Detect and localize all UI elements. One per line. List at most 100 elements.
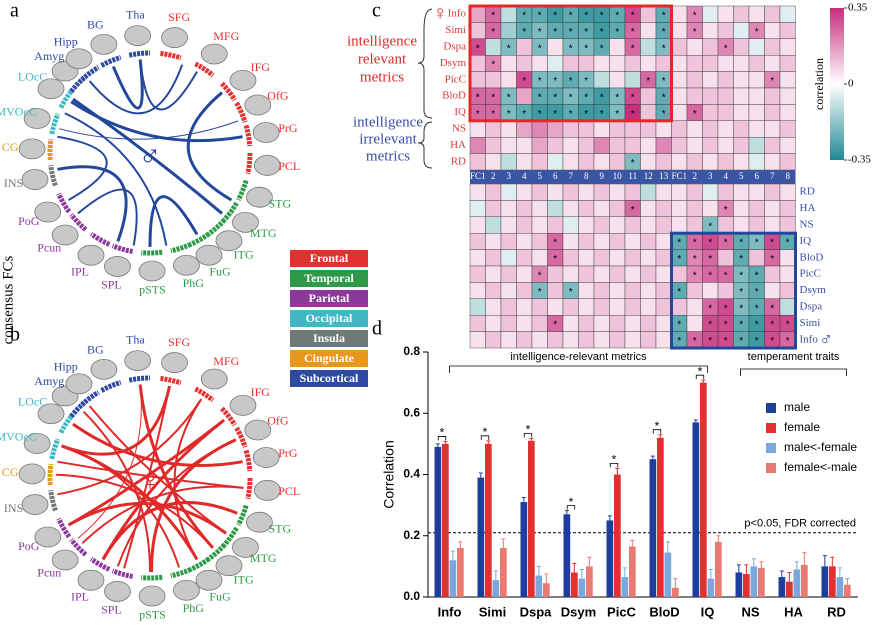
legend-swatch: [766, 403, 776, 413]
brain-thumbnail: [104, 581, 131, 602]
brain-thumbnail: [37, 78, 65, 100]
heatmap-cell: [640, 331, 657, 349]
heatmap-cell: [655, 200, 672, 217]
row-label: HA: [450, 139, 466, 151]
brain-thumbnail: [215, 555, 243, 577]
heatmap-cell: [702, 120, 719, 138]
significance-star: *: [538, 27, 542, 38]
heatmap-cell: [593, 200, 610, 217]
heatmap-cell: [671, 104, 688, 122]
heatmap-cell: [624, 55, 641, 72]
bar: [442, 443, 449, 597]
significance-star: *: [677, 320, 681, 331]
heatmap-cell: [779, 216, 796, 234]
heatmap-cell: [469, 183, 486, 201]
brain-thumbnail: [232, 536, 259, 558]
brain-thumbnail: [21, 494, 49, 515]
significance-star: *: [483, 425, 488, 439]
row-label: RD: [451, 155, 466, 167]
brain-thumbnail: [253, 479, 281, 501]
region-arc: [56, 517, 72, 539]
heatmap-cell: [733, 216, 750, 234]
error-bar: [673, 578, 678, 588]
heatmap-cell: [547, 216, 564, 234]
significance-star: *: [739, 336, 743, 347]
heatmap-cell: [593, 249, 610, 267]
heatmap-cell: [531, 153, 548, 171]
heatmap-cell: [686, 136, 703, 154]
significance-star: *: [677, 254, 681, 265]
heatmap-cell: [779, 22, 796, 39]
lobe-label: Cingulate: [304, 351, 355, 365]
heatmap-cell: [516, 183, 533, 201]
heatmap-cell: [469, 232, 486, 250]
significance-star: *: [662, 10, 666, 21]
heatmap-cell: [500, 331, 517, 349]
column-label: 3: [708, 171, 713, 181]
heatmap-cell: [469, 136, 486, 154]
heatmap-cell: [655, 183, 672, 201]
error-bar: [794, 561, 799, 570]
heatmap-cell: [671, 55, 688, 72]
error-bar: [564, 510, 569, 515]
column-label: 11: [628, 171, 637, 181]
significance-star: *: [786, 336, 790, 347]
heatmap-cell: [516, 315, 533, 332]
heatmap-cell: [562, 249, 579, 267]
region-arc: [80, 65, 100, 82]
heatmap-cell: [531, 298, 548, 316]
region-label: Pcun: [37, 566, 61, 580]
row-label: BloD: [800, 251, 824, 263]
significance-star: *: [507, 43, 511, 54]
region-arc: [48, 489, 58, 512]
significance-star: *: [662, 43, 666, 54]
heatmap-cell: [640, 183, 657, 201]
heatmap-cell: [702, 5, 719, 23]
column-label: FC1: [671, 171, 687, 181]
heatmap-cell: [640, 38, 657, 56]
significance-star: *: [600, 92, 604, 103]
region-arc: [170, 567, 192, 579]
bar: [520, 502, 528, 597]
heatmap-cell: [655, 249, 672, 267]
heatmap-cell: [779, 87, 796, 105]
lobe-swatch: [290, 370, 368, 387]
bar: [836, 577, 844, 597]
heatmap-cell: [578, 120, 595, 138]
column-label: 4: [724, 171, 729, 181]
region-arc: [207, 218, 227, 236]
heatmap-cell: [547, 38, 564, 56]
heatmap-cell: [686, 71, 703, 89]
row-label: PicC: [445, 73, 466, 85]
heatmap-cell: [733, 22, 750, 39]
y-tick-label: 0.6: [403, 405, 420, 419]
heatmap-cell: [578, 282, 595, 299]
heatmap-cell: [748, 104, 765, 122]
brace: [417, 121, 433, 169]
error-bar: [822, 555, 827, 567]
heatmap-cell: [640, 55, 657, 72]
heatmap-cell: [624, 249, 641, 267]
heatmap-cell: [531, 331, 548, 349]
heatmap-cell: [655, 315, 672, 332]
heatmap-cell: [469, 120, 486, 138]
group-label: metrics: [366, 148, 410, 164]
heatmap-cell: [686, 183, 703, 201]
heatmap-cell: [764, 104, 781, 122]
heatmap-cell: [733, 104, 750, 122]
region-arc: [243, 124, 253, 147]
row-label: NS: [452, 123, 466, 135]
region-label: Tha: [126, 8, 145, 22]
significance-star: *: [538, 109, 542, 120]
colorbar-tick-label: -0.35: [848, 154, 871, 166]
significance-star: *: [755, 303, 759, 314]
bar: [829, 566, 836, 597]
heatmap-cell: [764, 216, 781, 234]
heatmap-cell: [686, 216, 703, 234]
heatmap-cell: [686, 120, 703, 138]
heatmap-cell: [640, 265, 657, 283]
brain-thumbnail: [173, 579, 200, 601]
heatmap-cell: [702, 153, 719, 171]
heatmap-cell: [562, 55, 579, 72]
heatmap-cell: [469, 216, 486, 234]
